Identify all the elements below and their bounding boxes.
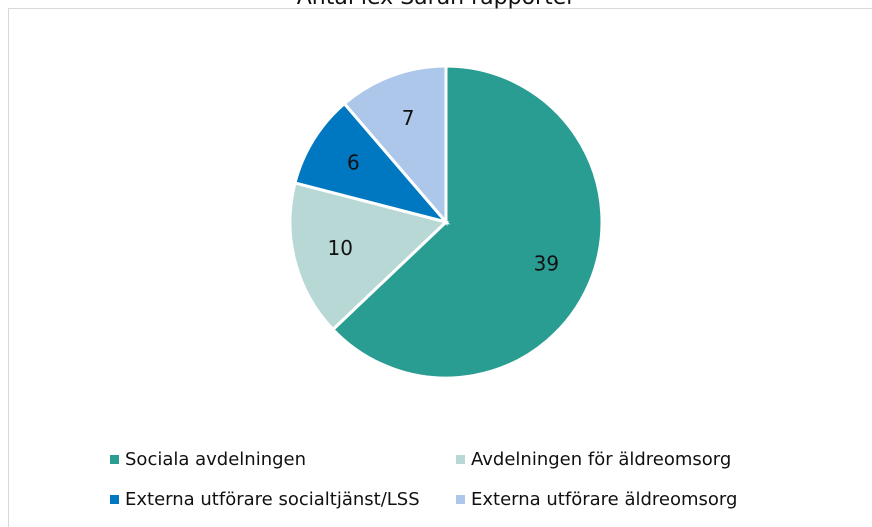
pie-slice [342, 64, 448, 227]
chart-frame [8, 8, 872, 527]
data-label: 10 [328, 236, 353, 260]
legend-marker [456, 495, 465, 504]
legend-label: Avdelningen för äldreomsorg [471, 449, 731, 470]
legend-marker [110, 495, 119, 504]
legend-label: Externa utförare äldreomsorg [471, 489, 737, 510]
pie-slice [288, 181, 449, 332]
data-label: 6 [347, 151, 360, 175]
pie-slice [293, 101, 451, 225]
legend-marker [456, 455, 465, 464]
legend-marker [110, 455, 119, 464]
legend-label: Sociala avdelningen [125, 449, 306, 470]
chart-title: Antal lex Sarah rapporter [297, 0, 577, 10]
data-label: 7 [402, 106, 415, 130]
legend-label: Externa utförare socialtjänst/LSS [125, 489, 420, 510]
pie-slice [330, 64, 604, 380]
data-label: 39 [534, 252, 559, 276]
